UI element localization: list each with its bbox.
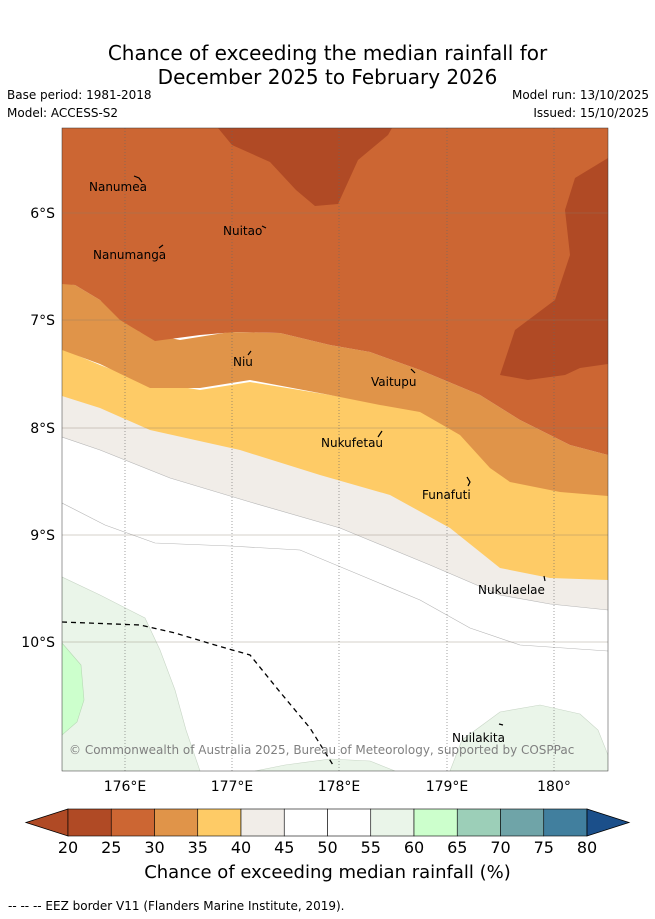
lat-tick-label: 9°S [30,528,55,544]
latitude-axis: 6°S 7°S 8°S 9°S 10°S [21,206,55,651]
region-20-25 [218,128,392,206]
place-label-nuitao: Nuitao [223,224,262,238]
lon-tick-label: 178°E [318,779,361,795]
lon-tick-label: 176°E [104,779,147,795]
region-25-30 [62,128,608,455]
colorbar-high-extension [586,808,631,837]
place-label-nuilakita: Nuilakita [452,731,505,745]
region-40-45 [62,395,608,610]
colorbar-tick-label: 65 [447,838,468,857]
island-markers [133,175,546,726]
colorbar-segment [240,808,285,837]
region-55-60 [254,758,396,771]
colorbar-tick-label: 60 [403,838,425,857]
region-55-60 [449,704,608,771]
colorbar-tick-label: 70 [490,838,511,857]
latitude-gridlines [62,212,608,643]
place-label-nukulaelae: Nukulaelae [478,583,545,597]
lat-tick-label: 7°S [30,313,55,329]
place-label-funafuti: Funafuti [422,488,471,502]
base-period: Base period: 1981-2018 [7,88,152,102]
lat-tick-label: 6°S [30,206,55,222]
region-35-40 [62,349,608,580]
region-55-60 [62,576,201,771]
longitude-gridlines [124,128,555,771]
place-label-nanumanga: Nanumanga [93,248,166,262]
place-label-niu: Niu [233,355,253,369]
colorbar-segment [197,808,242,837]
place-label-vaitupu: Vaitupu [371,375,417,389]
region-30-35 [62,283,608,496]
chart-title-line1: Chance of exceeding the median rainfall … [107,41,548,65]
colorbar-segment [283,808,328,837]
colorbar-segment [110,808,155,837]
chart-title-line2: December 2025 to February 2026 [157,65,498,89]
colorbar-tick-label: 40 [230,838,252,857]
colorbar-segment [327,808,372,837]
colorbar-segment [154,808,199,837]
colorbar-segment [500,808,545,837]
model-run: Model run: 13/10/2025 [511,88,649,102]
colorbar-segment [543,808,588,837]
contour-line [62,436,608,611]
region-60-65 [62,642,85,736]
region-20-25 [500,158,608,380]
lat-tick-label: 8°S [30,421,55,437]
model-name: Model: ACCESS-S2 [7,106,119,120]
colorbar-segment [413,808,458,837]
colorbar-tick-label: 35 [187,838,208,857]
eez-legend: -- -- -- EEZ border V11 (Flanders Marine… [8,899,345,913]
eez-border [62,621,334,766]
colorbar-tick-label: 55 [360,838,381,857]
colorbar-tick-label: 20 [57,838,79,857]
colorbar-low-extension [24,808,69,837]
colorbar-tick-label: 75 [533,838,554,857]
colorbar-title: Chance of exceeding median rainfall (%) [144,862,511,883]
colorbar-tick-label: 45 [274,838,295,857]
colorbar-segment [370,808,415,837]
colorbar-tick-label: 25 [101,838,122,857]
lat-tick-label: 10°S [21,635,55,651]
place-label-nanumea: Nanumea [89,180,147,194]
lon-tick-label: 179°E [426,779,469,795]
copyright-notice: © Commonwealth of Australia 2025, Bureau… [69,743,574,757]
colorbar-tick-label: 80 [576,838,598,857]
colorbar-segment [456,808,501,837]
issued-date: Issued: 15/10/2025 [533,106,649,120]
place-label-nukufetau: Nukufetau [321,436,383,450]
colorbar-tick-label: 50 [317,838,338,857]
map-frame [61,127,609,772]
colorbar [24,808,631,837]
colorbar-tick-label: 30 [144,838,165,857]
contour-line [62,502,608,652]
colorbar-segment [67,808,112,837]
lon-tick-label: 177°E [211,779,254,795]
longitude-axis: 176°E 177°E 178°E 179°E 180° [104,779,571,795]
lon-tick-label: 180° [537,779,571,795]
